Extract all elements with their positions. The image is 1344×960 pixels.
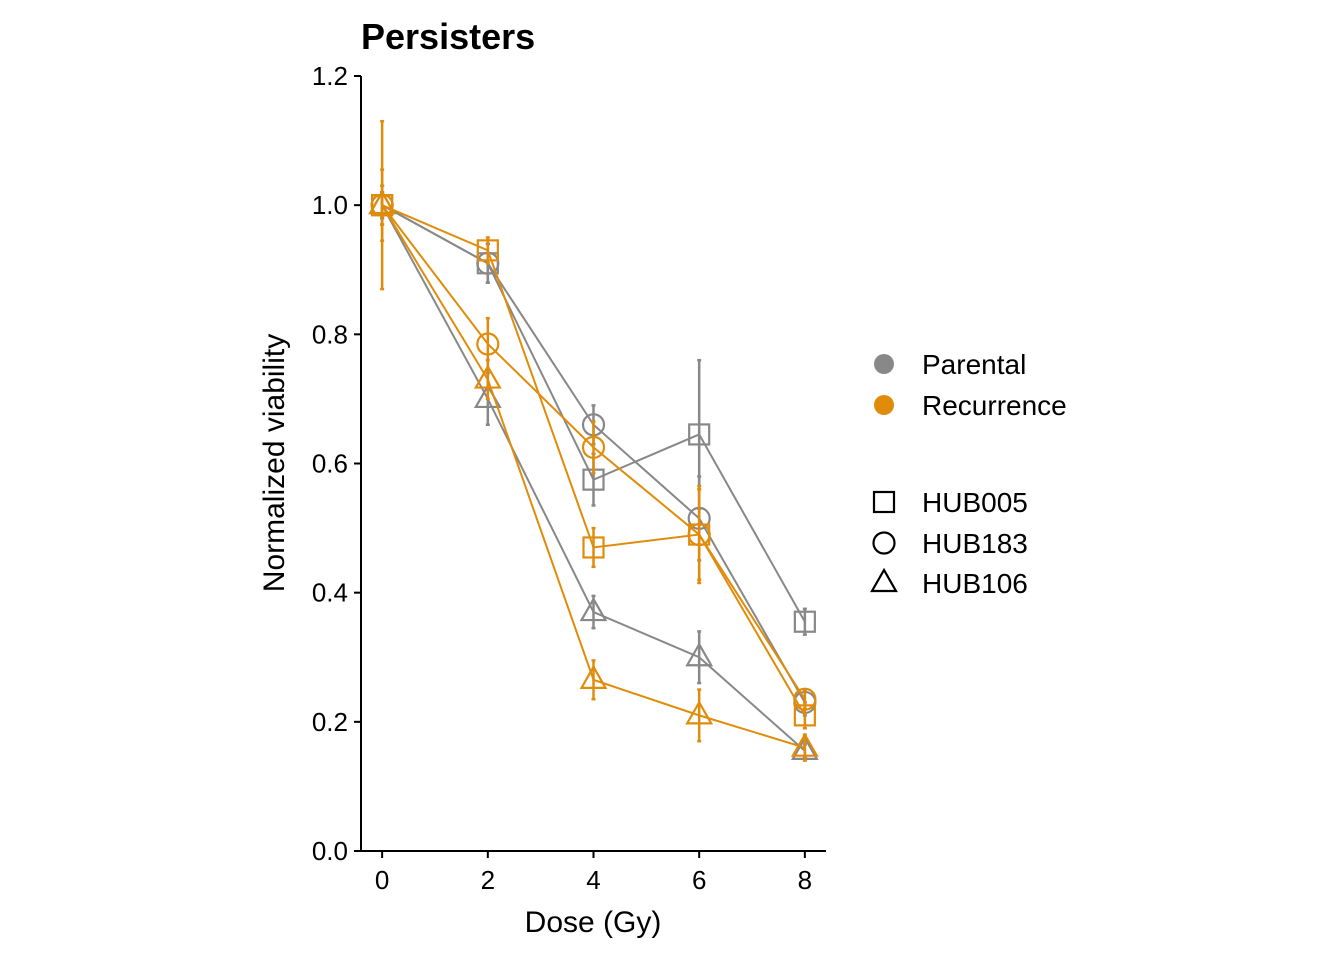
x-tick-label: 2: [481, 865, 495, 895]
x-axis: 0 2 4 6 8: [375, 851, 812, 895]
chart-title: Persisters: [361, 16, 535, 57]
data-point: [687, 522, 711, 547]
y-axis-title: Normalized viability: [258, 334, 291, 592]
legend-key-recurrence: [874, 395, 894, 415]
series-recurrence-hub106: [368, 184, 819, 762]
data-point: [790, 732, 819, 757]
data-point: [476, 239, 499, 262]
legend-label: HUB005: [922, 487, 1028, 518]
legend: Parental Recurrence HUB005 HUB183 HUB106: [870, 349, 1067, 599]
legend-label: Parental: [922, 349, 1026, 380]
data-point: [793, 687, 817, 711]
data-point: [688, 423, 711, 446]
data-point: [368, 189, 397, 215]
legend-key-circle: [872, 531, 896, 555]
data-point: [581, 435, 606, 459]
data-point: [685, 642, 714, 667]
data-point: [579, 664, 608, 689]
y-axis: 0.0 0.2 0.4 0.6 0.8 1.0 1.2: [312, 61, 361, 866]
data-point: [685, 700, 714, 725]
legend-label: Recurrence: [922, 390, 1067, 421]
legend-label: HUB183: [922, 528, 1028, 559]
y-tick-label: 1.0: [312, 190, 348, 220]
y-tick-label: 0.4: [312, 578, 348, 608]
legend-key-triangle: [870, 567, 898, 593]
data-point: [476, 332, 500, 356]
legend-key-parental: [874, 354, 894, 374]
x-tick-label: 8: [798, 865, 812, 895]
y-tick-label: 0.8: [312, 319, 348, 349]
x-tick-label: 6: [692, 865, 706, 895]
x-tick-label: 4: [586, 865, 600, 895]
y-tick-label: 0.2: [312, 707, 348, 737]
legend-label: HUB106: [922, 568, 1028, 599]
x-tick-label: 0: [375, 865, 389, 895]
x-axis-title: Dose (Gy): [525, 906, 662, 939]
y-tick-label: 1.2: [312, 61, 348, 91]
data-point: [579, 596, 608, 622]
y-tick-label: 0.0: [312, 836, 348, 866]
data-point: [793, 610, 816, 633]
data-point: [473, 364, 502, 389]
legend-key-square: [872, 490, 896, 514]
plot-area: [368, 119, 819, 762]
y-tick-label: 0.6: [312, 449, 348, 479]
data-point: [582, 536, 605, 559]
